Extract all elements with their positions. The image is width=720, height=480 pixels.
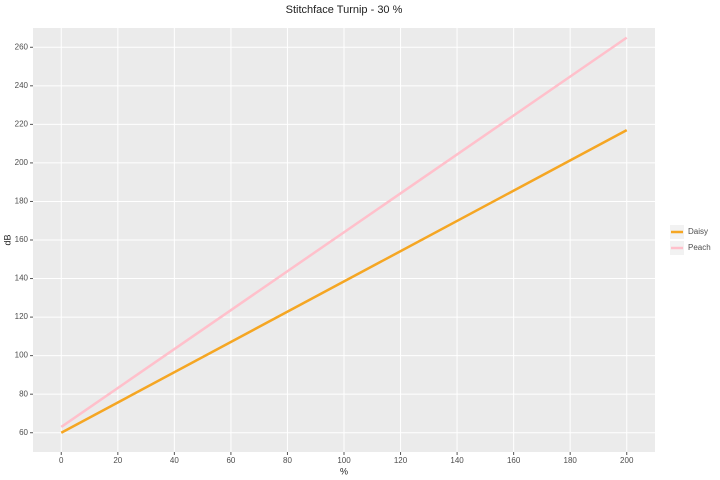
x-tick-label: 180 <box>564 456 578 465</box>
x-tick-label: 40 <box>170 456 179 465</box>
y-tick-label: 240 <box>15 81 29 90</box>
legend-label: Peach <box>688 243 711 252</box>
y-tick-label: 200 <box>15 158 29 167</box>
y-tick-label: 140 <box>15 274 29 283</box>
y-tick-label: 220 <box>15 119 29 128</box>
y-tick-label: 60 <box>19 428 28 437</box>
y-tick-label: 120 <box>15 312 29 321</box>
x-axis-title: % <box>340 466 348 476</box>
x-tick-label: 200 <box>620 456 634 465</box>
x-tick-label: 20 <box>113 456 122 465</box>
y-tick-label: 260 <box>15 42 29 51</box>
x-tick-label: 80 <box>283 456 292 465</box>
y-tick-label: 160 <box>15 235 29 244</box>
y-axis-title: dB <box>2 234 12 245</box>
x-tick-label: 60 <box>226 456 235 465</box>
y-tick-label: 80 <box>19 389 28 398</box>
series-line <box>60 36 628 428</box>
x-tick-label: 100 <box>337 456 351 465</box>
y-tick-label: 180 <box>15 197 29 206</box>
series-line <box>60 129 628 434</box>
x-tick-label: 0 <box>59 456 64 465</box>
x-tick-label: 160 <box>507 456 521 465</box>
chart-title: Stitchface Turnip - 30 % <box>286 4 403 16</box>
y-tick-label: 100 <box>15 351 29 360</box>
x-tick-label: 120 <box>394 456 408 465</box>
legend-label: Daisy <box>688 227 708 236</box>
x-tick-label: 140 <box>450 456 464 465</box>
